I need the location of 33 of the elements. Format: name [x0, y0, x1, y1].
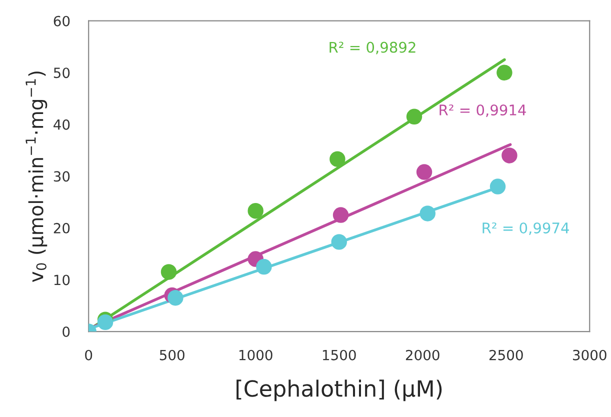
annotation: R² = 0,9974	[482, 222, 569, 235]
y-tick-label: 30	[54, 171, 70, 182]
x-tick-label: 2000	[406, 350, 440, 360]
x-axis-title: [Cephalothin] (µM)	[236, 380, 442, 402]
point	[332, 207, 349, 223]
point	[416, 164, 432, 180]
annotation: R² = 0,9914	[440, 104, 526, 117]
y-tick-label: 20	[54, 222, 70, 234]
point	[248, 203, 264, 219]
y-tick-label: 40	[54, 119, 70, 130]
point	[490, 178, 506, 194]
point	[160, 264, 177, 280]
y-tick-label: 10	[54, 274, 70, 286]
y-tick-label: 50	[54, 68, 70, 78]
y-tick-label: 60	[54, 16, 70, 26]
point	[168, 290, 184, 306]
x-tick-label: 0	[85, 350, 92, 360]
x-tick-label: 1000	[239, 350, 272, 360]
point	[496, 64, 512, 80]
point	[330, 151, 346, 167]
x-tick-label: 500	[160, 350, 184, 360]
y-tick-label: 0	[62, 326, 70, 337]
x-tick-label: 1500	[322, 350, 356, 360]
x-tick-label: 2500	[489, 350, 523, 360]
annotation: R² = 0,9892	[330, 42, 416, 54]
point	[502, 148, 518, 164]
point	[256, 258, 272, 275]
point	[331, 234, 347, 250]
y-axis-title: v$_{0}$ (µmol·min$^{−1}$·mg$^{−1}$)	[26, 72, 48, 282]
x-tick-label: 3000	[573, 350, 606, 360]
point	[420, 206, 436, 222]
point	[406, 108, 422, 125]
point	[97, 314, 114, 330]
